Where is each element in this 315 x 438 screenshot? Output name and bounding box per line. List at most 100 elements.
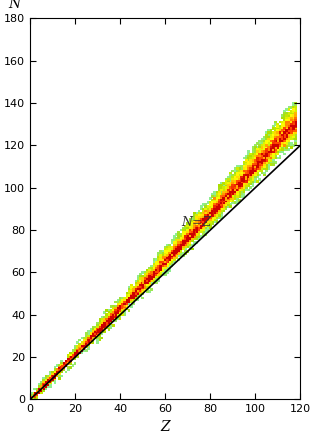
Point: [68, 358, 73, 365]
Point: [242, 159, 247, 166]
Point: [260, 170, 265, 177]
Point: [278, 142, 283, 149]
Point: [197, 220, 202, 227]
Point: [43, 383, 49, 390]
Point: [271, 131, 276, 138]
Point: [138, 277, 143, 284]
Point: [138, 286, 143, 293]
Point: [221, 184, 226, 191]
Point: [212, 208, 217, 215]
Point: [37, 388, 42, 395]
Point: [287, 146, 292, 153]
Point: [266, 135, 271, 142]
Point: [57, 373, 62, 380]
Point: [54, 371, 60, 378]
Point: [264, 142, 269, 149]
Point: [111, 318, 116, 325]
Point: [163, 246, 168, 253]
Point: [260, 157, 265, 164]
Point: [192, 224, 197, 231]
Point: [268, 152, 273, 159]
Point: [266, 144, 271, 151]
Point: [172, 246, 177, 253]
Point: [271, 138, 276, 145]
Point: [237, 182, 242, 189]
Point: [115, 309, 120, 316]
Point: [86, 341, 91, 348]
Point: [181, 246, 186, 253]
Point: [273, 142, 278, 149]
Point: [284, 119, 289, 126]
Point: [293, 121, 298, 128]
Point: [289, 127, 294, 134]
Point: [75, 351, 80, 358]
Point: [266, 146, 271, 153]
Point: [152, 267, 157, 274]
Point: [201, 210, 206, 217]
Point: [79, 343, 84, 350]
Point: [289, 114, 294, 121]
Point: [242, 180, 247, 187]
Point: [291, 104, 296, 111]
Point: [181, 239, 186, 246]
Point: [84, 343, 89, 350]
Point: [77, 345, 82, 352]
Point: [239, 176, 244, 183]
Point: [41, 383, 46, 390]
Point: [257, 142, 262, 149]
Point: [232, 199, 238, 206]
Point: [95, 330, 100, 337]
Point: [106, 322, 112, 329]
Point: [268, 144, 273, 151]
Point: [194, 214, 199, 221]
Point: [183, 237, 188, 244]
Point: [79, 350, 84, 357]
Point: [169, 244, 175, 251]
Point: [102, 324, 107, 331]
Point: [113, 309, 118, 316]
Point: [111, 311, 116, 318]
Point: [210, 220, 215, 227]
Point: [160, 258, 165, 265]
Y-axis label: N: N: [8, 0, 20, 11]
Point: [142, 271, 147, 278]
Point: [79, 339, 84, 346]
Point: [152, 269, 157, 276]
Point: [266, 131, 271, 138]
Point: [77, 343, 82, 350]
Point: [275, 138, 280, 145]
Point: [91, 335, 96, 342]
Point: [219, 193, 224, 200]
Point: [154, 258, 159, 265]
Point: [194, 235, 199, 242]
Point: [275, 123, 280, 130]
Point: [183, 237, 188, 244]
Point: [136, 275, 141, 282]
Point: [169, 239, 175, 246]
Point: [131, 294, 136, 301]
Point: [284, 123, 289, 130]
Point: [77, 347, 82, 354]
Point: [250, 167, 255, 174]
Point: [179, 246, 184, 253]
Point: [219, 191, 224, 198]
Point: [100, 330, 105, 337]
Point: [212, 195, 217, 202]
Point: [152, 256, 157, 263]
Point: [232, 180, 238, 187]
Point: [174, 244, 179, 251]
Point: [215, 208, 220, 215]
Point: [223, 197, 228, 204]
Point: [264, 135, 269, 142]
Point: [264, 167, 269, 174]
Point: [194, 226, 199, 233]
Point: [232, 178, 238, 185]
Point: [73, 350, 78, 357]
Point: [91, 332, 96, 339]
Point: [264, 131, 269, 138]
Point: [106, 311, 112, 318]
Point: [145, 277, 150, 284]
Point: [174, 250, 179, 257]
Point: [215, 214, 220, 221]
Point: [237, 182, 242, 189]
